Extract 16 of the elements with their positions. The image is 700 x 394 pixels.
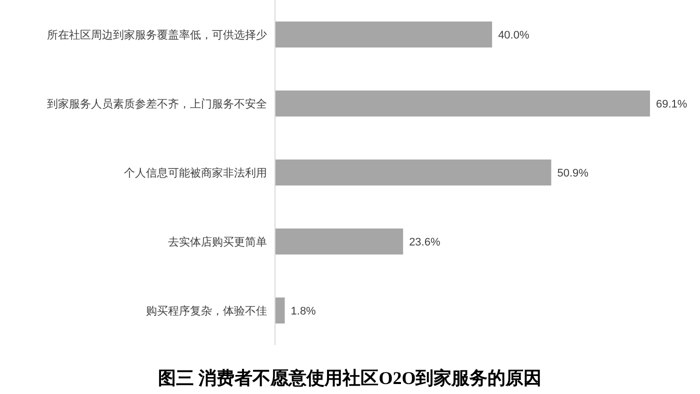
bar [275, 228, 404, 254]
bar [275, 160, 552, 186]
data-label: 40.0% [498, 30, 530, 42]
bar [275, 298, 285, 324]
data-label: 23.6% [409, 236, 440, 248]
y-tick-label: 去实体店购买更简单 [168, 236, 267, 248]
data-label: 69.1% [656, 98, 688, 110]
y-tick-label: 到家服务人员素质参差不齐，上门服务不安全 [47, 98, 267, 110]
y-tick-label: 个人信息可能被商家非法利用 [124, 166, 267, 180]
text: 图三 消费者不愿意使用社区O2O到家服务的原因 [158, 368, 542, 388]
data-label: 1.8% [290, 306, 316, 318]
data-label: 50.9% [557, 168, 589, 180]
bar [275, 90, 650, 116]
bar [275, 22, 492, 48]
y-tick-label: 购买程序复杂，体验不佳 [146, 304, 267, 318]
y-tick-label: 所在社区周边到家服务覆盖率低，可供选择少 [47, 28, 267, 42]
